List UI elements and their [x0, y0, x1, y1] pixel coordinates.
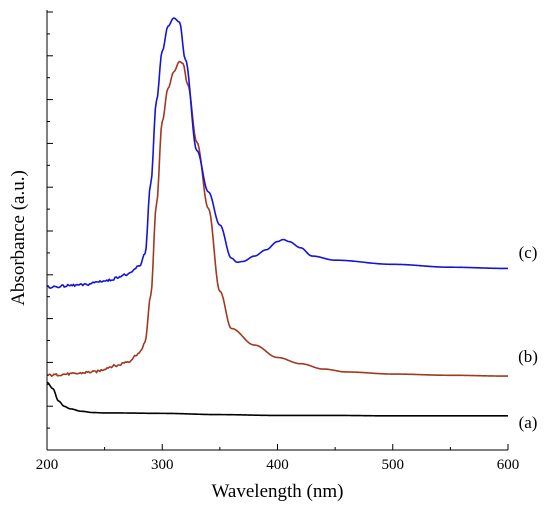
x-tick-label: 500	[382, 457, 405, 473]
x-tick-label: 200	[36, 457, 59, 473]
x-tick-label: 400	[266, 457, 289, 473]
axes: 200 300 400 500 600	[36, 10, 520, 473]
series-line-b	[46, 60, 508, 377]
y-axis-title: Absorbance (a.u.)	[8, 170, 29, 306]
series-label-c: (c)	[519, 243, 538, 262]
x-axis-title: Wavelength (nm)	[212, 481, 344, 502]
x-ticks: 200 300 400 500 600	[36, 444, 520, 473]
x-tick-label: 600	[497, 457, 520, 473]
series-label-b: (b)	[518, 347, 538, 366]
y-ticks	[47, 11, 53, 451]
series-line-a	[46, 381, 508, 417]
plot-lines	[46, 17, 508, 417]
series-label-a: (a)	[519, 413, 538, 432]
series-labels: (a) (b) (c)	[518, 243, 538, 432]
x-tick-label: 300	[151, 457, 174, 473]
series-line-c	[46, 17, 508, 289]
